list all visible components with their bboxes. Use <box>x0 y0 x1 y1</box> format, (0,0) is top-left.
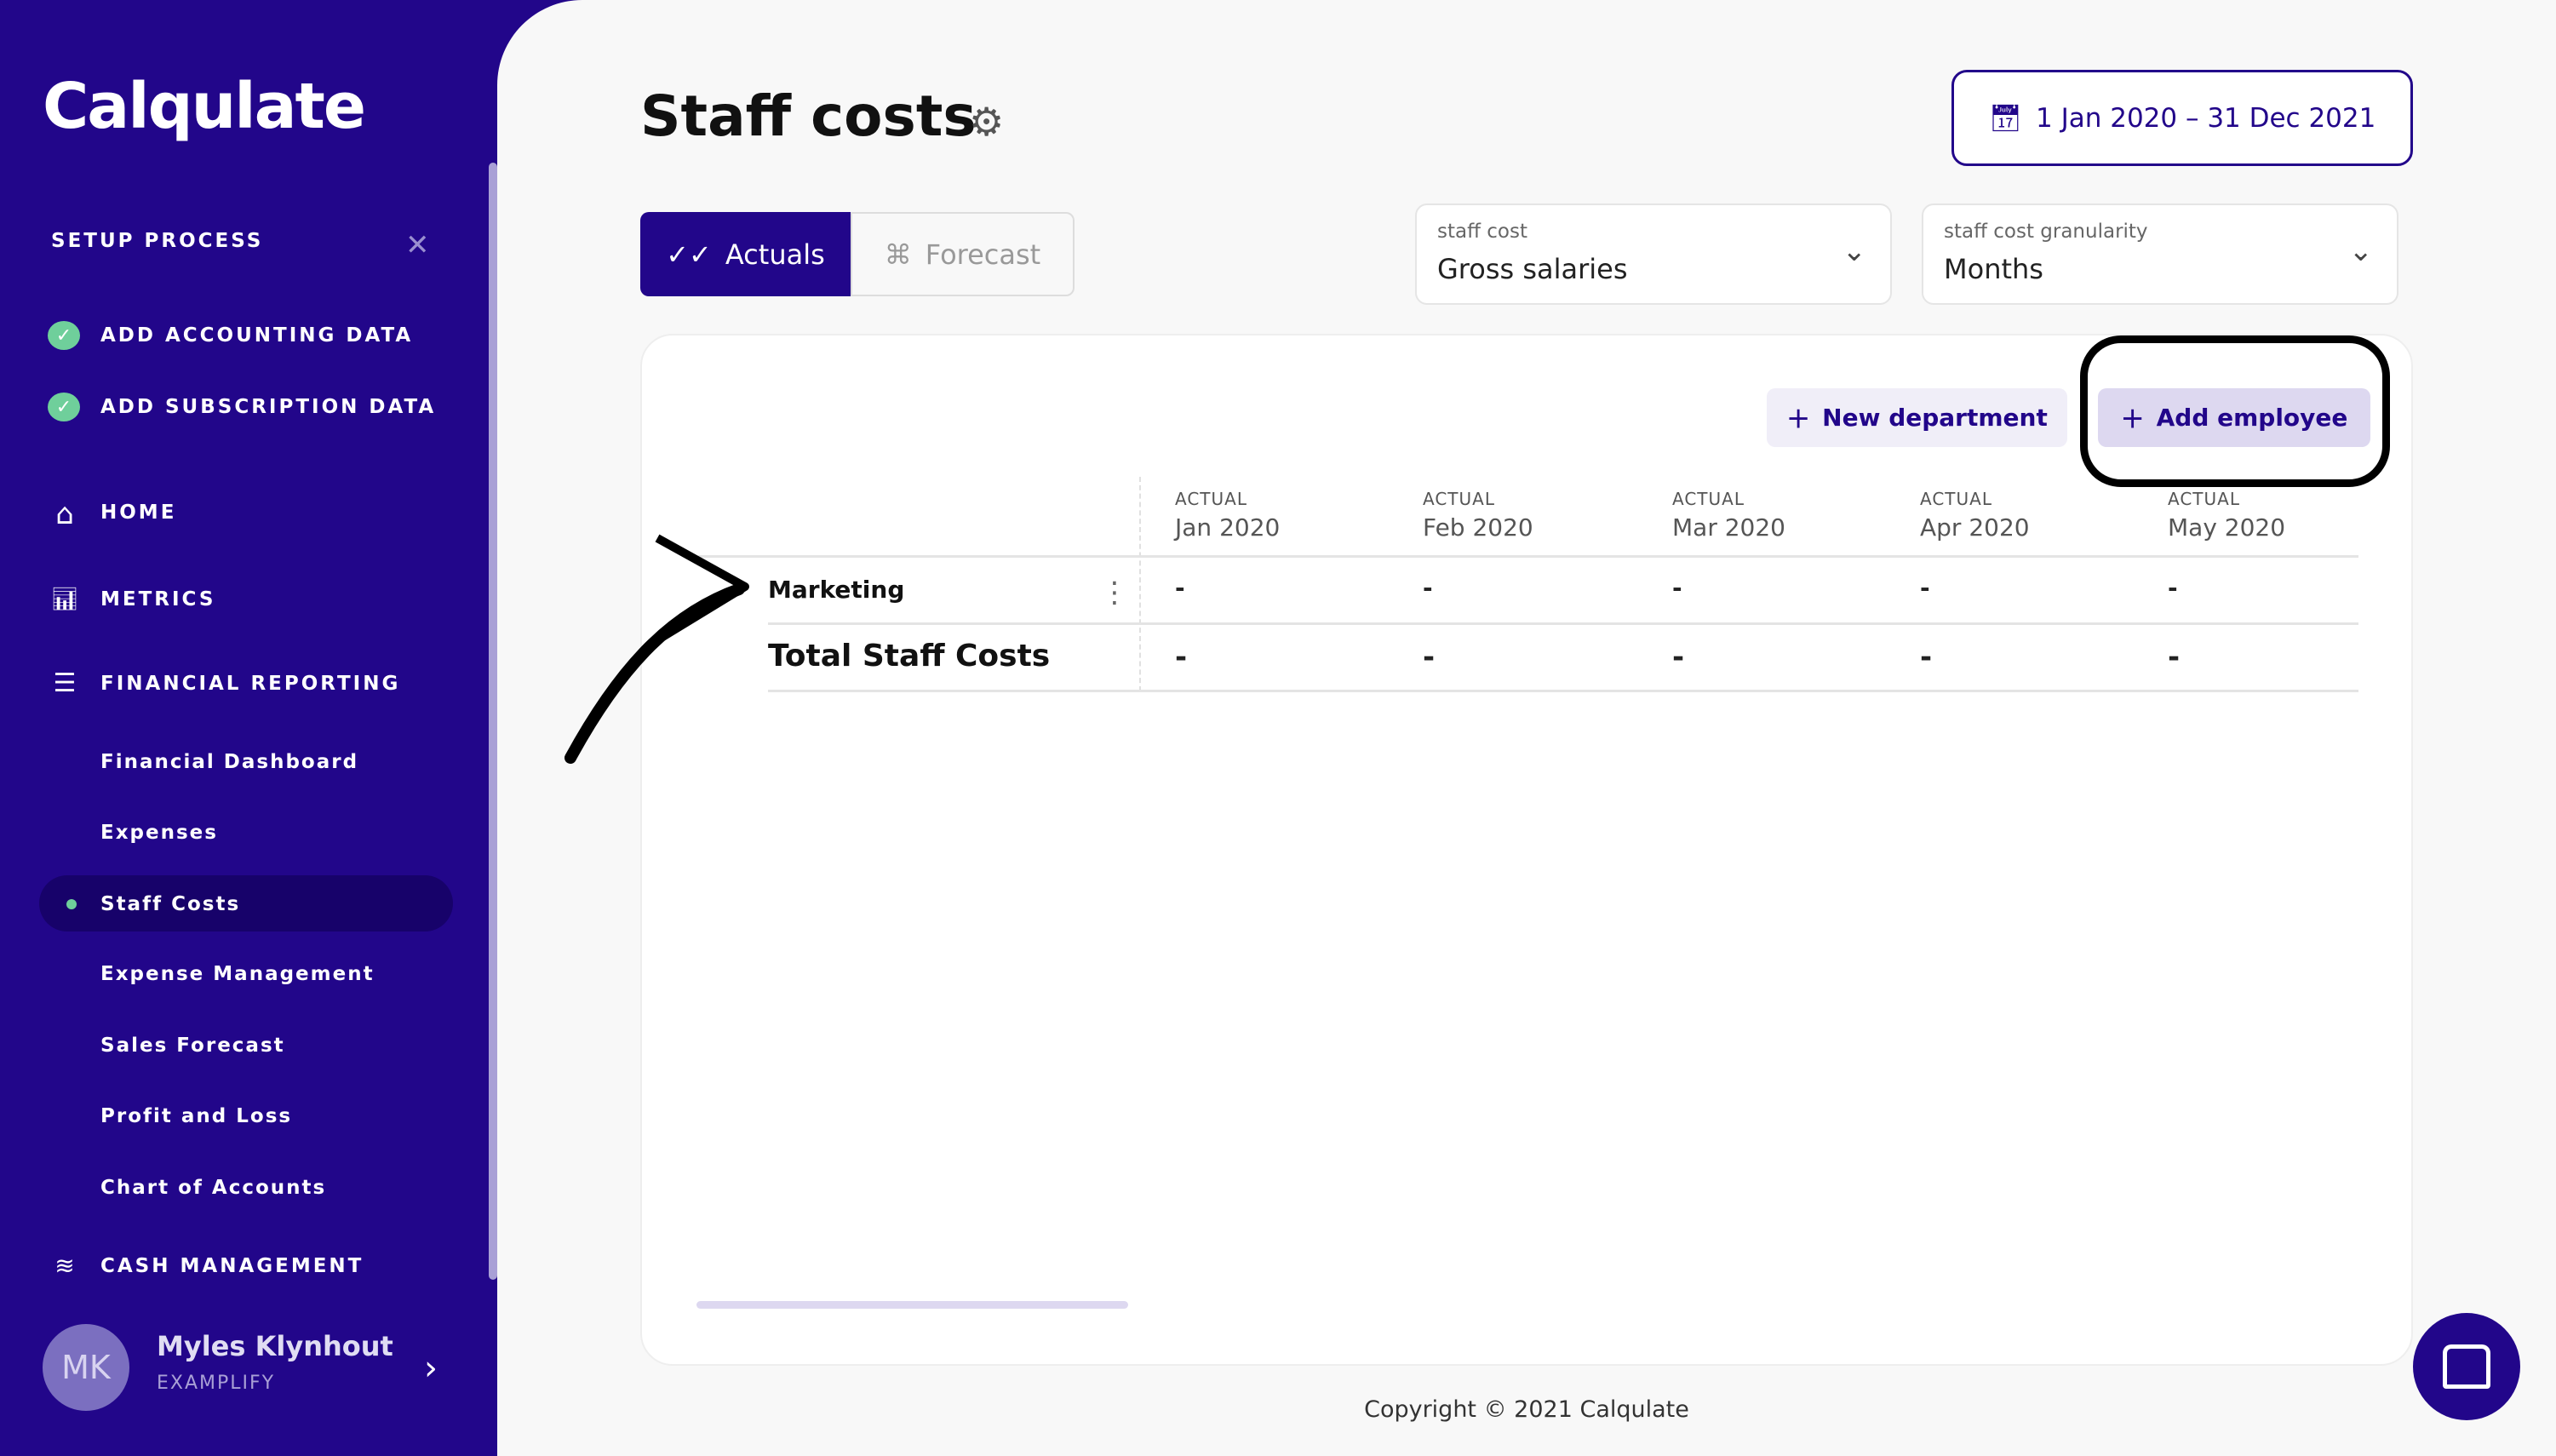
check-icon: ✓ <box>48 393 80 421</box>
add-employee-label: Add employee <box>2156 404 2348 432</box>
table-cell: - <box>2168 574 2178 602</box>
date-range-label: 1 Jan 2020 – 31 Dec 2021 <box>2036 102 2376 134</box>
add-employee-button[interactable]: ＋ Add employee <box>2098 388 2370 447</box>
setup-item-subscription[interactable]: ADD SUBSCRIPTION DATA <box>100 396 437 418</box>
column-month: Feb 2020 <box>1423 513 1533 542</box>
row-divider <box>768 690 2358 692</box>
double-check-icon: ✓✓ <box>666 238 712 271</box>
column-month: Jan 2020 <box>1175 513 1281 542</box>
header-divider <box>698 555 2358 558</box>
table-cell: - <box>1672 574 1682 602</box>
sidebar-item-profit-and-loss[interactable]: Profit and Loss <box>100 1105 293 1127</box>
column-month: Apr 2020 <box>1920 513 2030 542</box>
staff-costs-card <box>640 334 2413 1366</box>
active-item-highlight <box>39 875 453 931</box>
logo: Calqulate <box>43 70 366 143</box>
column-month: May 2020 <box>2168 513 2286 542</box>
annotation-circle <box>2080 335 2390 487</box>
chevron-down-icon: ⌄ <box>2348 234 2374 268</box>
bar-chart-icon: 📊︎ <box>50 587 79 612</box>
page-title: Staff costs <box>640 83 977 149</box>
binoculars-icon: ⌘ <box>884 238 912 271</box>
new-department-label: New department <box>1822 404 2048 432</box>
tab-forecast-label: Forecast <box>925 238 1041 271</box>
column-type: ACTUAL <box>2168 489 2240 509</box>
plus-icon: ＋ <box>2120 404 2145 433</box>
column-type: ACTUAL <box>1423 489 1495 509</box>
column-divider <box>1139 477 1141 691</box>
column-type: ACTUAL <box>1920 489 1992 509</box>
column-type: ACTUAL <box>1672 489 1745 509</box>
table-cell: - <box>1423 574 1433 602</box>
sidebar: Calqulate SETUP PROCESS ✕ ✓ ADD ACCOUNTI… <box>0 0 497 1456</box>
home-icon: ⌂ <box>55 497 74 531</box>
table-cell: - <box>1672 640 1685 674</box>
table-cell: - <box>2168 640 2181 674</box>
tab-actuals-label: Actuals <box>725 238 825 271</box>
user-name[interactable]: Myles Klynhout <box>157 1330 393 1362</box>
sidebar-item-financial-dashboard[interactable]: Financial Dashboard <box>100 751 359 773</box>
granularity-select[interactable]: staff cost granularity Months ⌄ <box>1922 203 2398 305</box>
setup-item-accounting[interactable]: ADD ACCOUNTING DATA <box>100 324 414 347</box>
table-cell: - <box>1175 574 1185 602</box>
nav-financial-reporting[interactable]: FINANCIAL REPORTING <box>100 673 401 695</box>
active-dot-icon <box>66 899 77 909</box>
coins-icon: ≋ <box>54 1251 75 1280</box>
close-icon[interactable]: ✕ <box>405 228 430 262</box>
plus-icon: ＋ <box>1786 404 1811 433</box>
table-cell: - <box>1175 640 1188 674</box>
column-month: Mar 2020 <box>1672 513 1785 542</box>
select-value: Months <box>1944 253 2043 285</box>
calendar-icon: 📅︎ <box>1988 103 2022 134</box>
chat-icon <box>2443 1344 2490 1389</box>
staff-cost-select[interactable]: staff cost Gross salaries ⌄ <box>1415 203 1892 305</box>
horizontal-scrollbar[interactable] <box>696 1301 1128 1309</box>
sidebar-item-expense-management[interactable]: Expense Management <box>100 963 375 985</box>
kebab-menu-icon[interactable]: ⋮ <box>1100 576 1129 610</box>
sidebar-scrollbar[interactable] <box>489 163 497 1280</box>
receipt-icon: ☰ <box>53 668 77 698</box>
nav-metrics[interactable]: METRICS <box>100 588 216 610</box>
row-label-total: Total Staff Costs <box>768 639 1051 674</box>
sidebar-item-chart-of-accounts[interactable]: Chart of Accounts <box>100 1177 327 1199</box>
chevron-down-icon: ⌄ <box>1842 234 1867 268</box>
row-divider <box>768 622 2358 625</box>
column-type: ACTUAL <box>1175 489 1247 509</box>
select-value: Gross salaries <box>1437 253 1628 285</box>
gear-icon[interactable]: ⚙ <box>969 99 1005 145</box>
chat-button[interactable] <box>2413 1313 2520 1420</box>
date-range-button[interactable]: 📅︎ 1 Jan 2020 – 31 Dec 2021 <box>1951 70 2413 166</box>
nav-cash-management[interactable]: CASH MANAGEMENT <box>100 1255 364 1277</box>
table-cell: - <box>1920 640 1933 674</box>
sidebar-item-sales-forecast[interactable]: Sales Forecast <box>100 1035 285 1057</box>
user-org: EXAMPLIFY <box>157 1373 276 1394</box>
select-label: staff cost granularity <box>1944 221 2148 243</box>
chevron-right-icon[interactable]: › <box>424 1349 438 1388</box>
copyright: Copyright © 2021 Calqulate <box>1364 1396 1689 1423</box>
check-icon: ✓ <box>48 321 80 350</box>
row-label-marketing[interactable]: Marketing <box>768 576 905 604</box>
avatar[interactable]: MK <box>43 1324 129 1411</box>
sidebar-item-staff-costs[interactable]: Staff Costs <box>100 893 241 915</box>
annotation-arrow <box>564 534 749 764</box>
table-cell: - <box>1423 640 1436 674</box>
select-label: staff cost <box>1437 221 1527 243</box>
setup-process-title: SETUP PROCESS <box>51 230 264 252</box>
tab-forecast[interactable]: ⌘ Forecast <box>851 212 1075 296</box>
tab-actuals[interactable]: ✓✓ Actuals <box>640 212 851 296</box>
table-cell: - <box>1920 574 1930 602</box>
nav-home[interactable]: HOME <box>100 502 177 524</box>
sidebar-item-expenses[interactable]: Expenses <box>100 822 218 844</box>
new-department-button[interactable]: ＋ New department <box>1767 388 2067 447</box>
